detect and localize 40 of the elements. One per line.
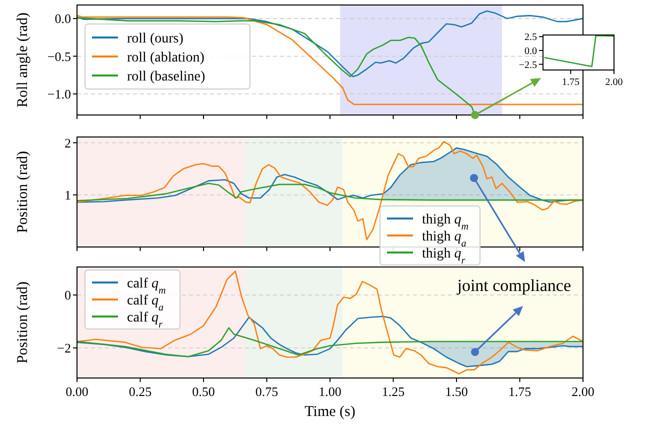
x-tick-label: 0.25 [128,384,152,399]
legend-label: calf q$_{r}$ [127,310,162,330]
legend-label: calf q$_{m}$ [127,276,166,296]
x-tick-label: 1.75 [562,77,580,88]
y-tick-label: 0.0 [524,46,537,57]
legend-label: roll (ours) [127,32,184,46]
y-tick-label: 0.0 [54,11,71,26]
legend-label: thigh q$_{a}$ [422,230,466,249]
x-tick-label: 2.00 [605,77,623,88]
y-tick-label: 0 [64,288,71,303]
y-axis-title: Position (rad) [15,150,31,234]
line-series [544,35,614,68]
y-axis-title: Roll angle (rad) [15,12,31,108]
x-tick-label: 1.50 [445,384,468,399]
y-tick-label: 2 [64,135,71,150]
y-tick-label: 2.5 [524,32,537,44]
x-axis-title: Time (s) [304,404,356,420]
legend-label: thigh q$_{m}$ [422,212,469,232]
x-tick-label: 0.75 [255,384,278,399]
x-tick-label: 1.00 [318,384,342,399]
legend-label: roll (ablation) [127,50,205,66]
legend-label: thigh q$_{r}$ [422,246,466,266]
x-tick-label: 2.00 [572,384,594,399]
line-series [77,270,583,374]
x-tick-label: 1.25 [382,384,405,399]
y-tick-label: −1.0 [47,86,71,102]
y-tick-label: −0.5 [47,48,71,64]
x-tick-label: 1.75 [508,384,532,399]
legend-label: roll (baseline) [127,70,206,84]
x-tick-label: 0.50 [192,384,215,399]
y-tick-label: 1 [64,187,71,202]
y-axis-title: Position (rad) [15,281,31,364]
line-series [77,327,583,358]
y-tick-label: −2.5 [518,60,537,71]
legend-label: calf q$_{a}$ [127,294,164,313]
y-tick-label: −2 [57,340,71,356]
line-series [77,14,583,106]
annotation: joint compliance [456,276,571,295]
x-tick-label: 0.00 [66,384,88,399]
line-series [77,182,583,202]
